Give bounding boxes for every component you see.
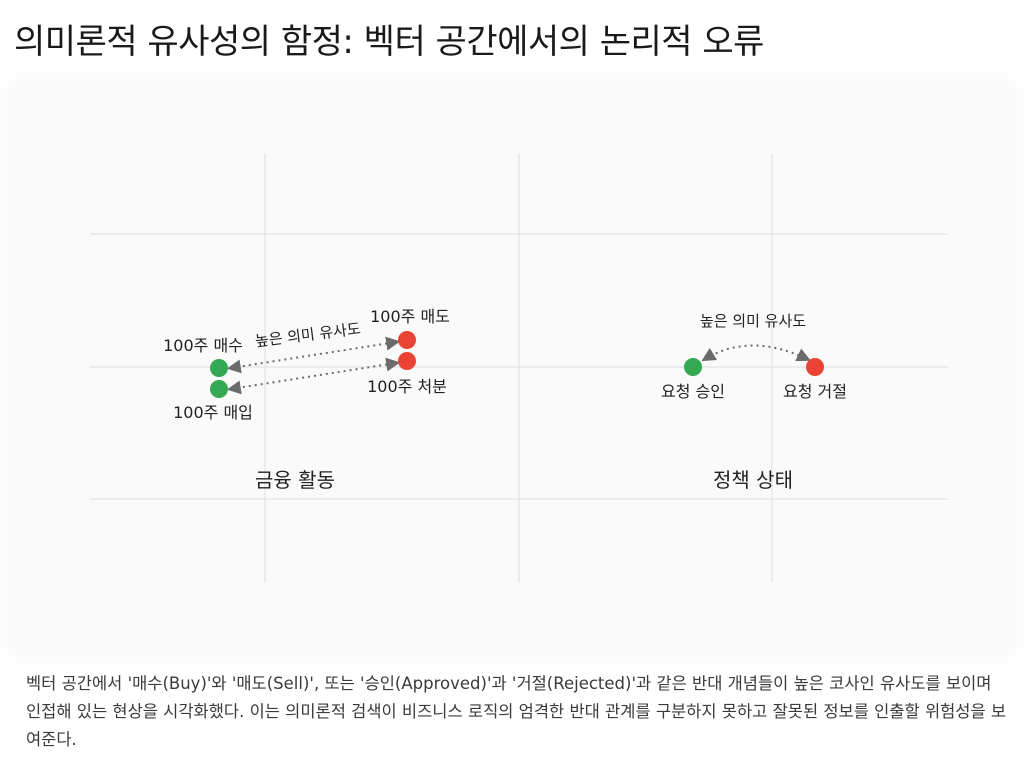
point-buy [210, 359, 228, 377]
panel-label-policy: 정책 상태 [713, 468, 793, 492]
label-reject: 요청 거절 [783, 382, 847, 401]
vector-space-diagram: 100주 매수 100주 매입 100주 매도 100주 처분 높은 의미 유사… [10, 84, 1014, 650]
figure-caption: 벡터 공간에서 '매수(Buy)'와 '매도(Sell)', 또는 '승인(Ap… [26, 674, 1007, 749]
label-buy: 100주 매수 [163, 336, 243, 355]
panel-label-finance: 금융 활동 [255, 468, 335, 492]
label-right-similarity: 높은 의미 유사도 [700, 312, 806, 330]
similarity-arrow-buy-sell [226, 336, 401, 374]
point-approve [684, 358, 702, 376]
label-approve: 요청 승인 [661, 382, 725, 401]
point-reject [806, 358, 824, 376]
point-sell [398, 331, 416, 349]
label-left-similarity: 높은 의미 유사도 [254, 320, 362, 351]
label-purchase: 100주 매입 [173, 403, 253, 422]
point-purchase [210, 380, 228, 398]
page-title: 의미론적 유사성의 함정: 벡터 공간에서의 논리적 오류 [14, 22, 764, 62]
similarity-arrow-approve-reject [701, 344, 811, 362]
label-sell: 100주 매도 [370, 307, 450, 326]
point-dispose [398, 352, 416, 370]
similarity-arrow-purchase-dispose [226, 357, 401, 395]
label-dispose: 100주 처분 [367, 377, 447, 396]
